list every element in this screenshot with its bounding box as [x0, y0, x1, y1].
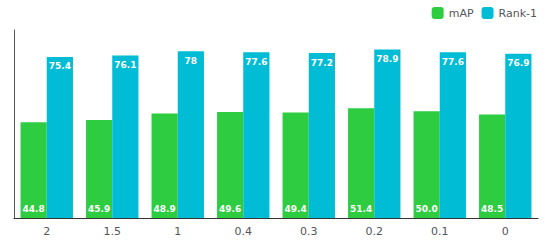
svg-text:0.3: 0.3	[300, 225, 318, 238]
svg-text:78: 78	[185, 56, 198, 66]
svg-text:Rank-1: Rank-1	[499, 7, 537, 20]
svg-text:1: 1	[174, 225, 181, 238]
svg-text:75.4: 75.4	[49, 61, 71, 71]
svg-text:76.9: 76.9	[507, 58, 529, 68]
svg-text:48.9: 48.9	[154, 204, 176, 214]
svg-text:49.4: 49.4	[285, 204, 307, 214]
svg-text:2: 2	[43, 225, 50, 238]
svg-text:77.6: 77.6	[442, 57, 464, 67]
svg-text:44.8: 44.8	[23, 204, 45, 214]
svg-text:76.1: 76.1	[114, 60, 136, 70]
svg-text:45.9: 45.9	[88, 204, 110, 214]
svg-text:mAP: mAP	[449, 7, 474, 20]
svg-text:0.2: 0.2	[366, 225, 384, 238]
svg-text:0.4: 0.4	[235, 225, 253, 238]
svg-text:78.9: 78.9	[376, 54, 398, 64]
svg-text:48.5: 48.5	[481, 204, 503, 214]
svg-text:77.6: 77.6	[245, 57, 267, 67]
svg-text:50.0: 50.0	[416, 204, 438, 214]
svg-text:51.4: 51.4	[350, 204, 372, 214]
svg-text:0.1: 0.1	[431, 225, 449, 238]
svg-text:49.6: 49.6	[219, 204, 241, 214]
svg-text:1.5: 1.5	[104, 225, 122, 238]
svg-text:0: 0	[502, 225, 509, 238]
svg-text:77.2: 77.2	[311, 58, 333, 68]
